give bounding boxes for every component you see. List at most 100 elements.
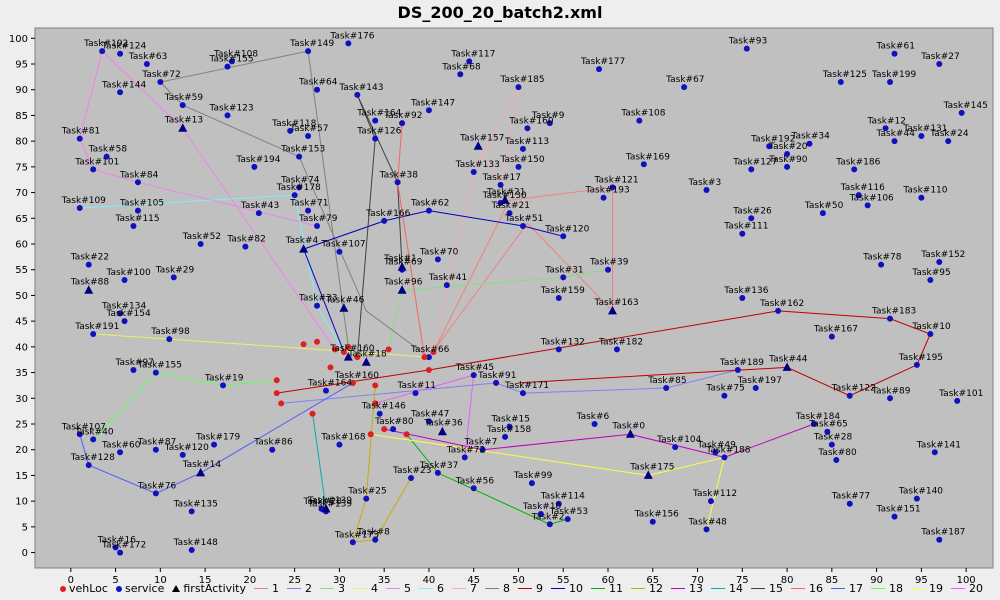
y-tick-label: 25 [15,420,28,431]
service-label: Task#143 [338,83,383,93]
x-tick-label: 55 [557,575,570,586]
x-tick-label: 5 [112,575,118,586]
vehicle-location-point [367,431,374,438]
service-label: Task#149 [289,39,334,49]
service-point [425,354,432,361]
service-label: Task#183 [871,307,916,317]
service-point [560,233,567,240]
first-activity-marker [361,357,371,366]
service-label: Task#191 [74,322,119,332]
service-point [90,166,97,173]
service-point [846,392,853,399]
service-label: Task#110 [902,186,947,196]
service-label: Task#155 [208,55,253,65]
service-point [269,446,276,453]
first-activity-label: Task#139 [307,496,352,506]
service-label: Task#33 [298,294,337,304]
legend-label: 7 [470,582,478,595]
service-point [90,331,97,337]
service-label: Task#156 [634,510,679,520]
legend-label: firstActivity [183,582,247,595]
legend-line-swatch [386,588,401,589]
service-label: Task#186 [835,157,880,167]
service-label: Task#108 [620,109,665,119]
service-label: Task#80 [374,417,414,427]
service-label: Task#28 [813,433,853,443]
service-label: Task#7 [464,438,498,448]
service-label: Task#66 [410,345,450,355]
first-activity-marker [625,429,635,438]
x-tick-label: 45 [467,575,480,586]
service-label: Task#44 [876,129,916,139]
service-label: Task#71 [289,199,328,209]
service-point [954,397,961,404]
service-point [913,495,920,502]
service-point [170,274,177,281]
legend-line-swatch [320,588,335,589]
service-label: Task#79 [298,214,338,224]
legend-label: 20 [969,582,984,595]
legend: vehLoc service firstActivity 1 2 3 4 5 6 7 8 9 10 11 1… [60,582,991,595]
route-10-line [302,210,564,353]
service-point [130,367,137,373]
service-point [434,469,441,476]
service-label: Task#60 [101,440,141,450]
service-point [314,223,321,229]
service-point [251,163,258,170]
service-point [748,215,755,222]
service-label: Task#69 [383,258,423,268]
service-label: Task#45 [455,363,494,373]
legend-item-route-14: 14 [711,582,743,595]
legend-symbol [172,585,181,592]
first-activity-marker [339,303,349,312]
legend-item-service: service [115,582,164,595]
service-label: Task#97 [114,358,153,368]
service-label: Task#164 [356,109,401,119]
service-point [314,86,321,93]
x-tick-label: 80 [781,575,794,586]
service-point [314,302,321,309]
service-point [434,256,441,263]
first-activity-marker [321,503,331,513]
service-label: Task#70 [419,247,459,257]
service-label: Task#98 [150,327,190,337]
service-point [596,66,603,73]
route-3-line [388,269,609,350]
legend-item-route-2: 2 [287,582,312,595]
x-tick-label: 40 [423,575,436,586]
service-label: Task#17 [482,173,521,183]
service-label: Task#136 [723,286,768,296]
legend-label: 4 [371,582,379,595]
service-point [887,79,894,85]
service-label: Task#120 [164,443,209,453]
first-activity-label: Task#175 [629,462,674,472]
service-label: Task#176 [329,31,374,41]
first-activity-marker [397,285,407,294]
service-label: Task#37 [419,461,458,471]
service-point [188,547,195,553]
service-point [112,544,119,551]
vehicle-location-point [327,364,334,371]
service-label: Task#2 [531,512,565,522]
service-point [721,392,728,399]
service-point [76,431,83,438]
legend-line-swatch [631,588,646,589]
service-point [103,153,110,160]
service-point [519,223,526,229]
service-label: Task#25 [347,487,386,497]
service-point [390,426,397,433]
service-point [681,84,688,91]
service-label: Task#10 [522,502,562,512]
vehicle-location-point [314,338,321,345]
legend-item-route-5: 5 [386,582,411,595]
service-label: Task#90 [768,155,808,165]
data-points [76,40,965,556]
service-point [228,58,235,65]
vehicle-location-point [372,400,379,407]
service-point [121,277,128,283]
service-point [546,521,553,528]
service-point [555,295,562,301]
service-point [833,457,840,463]
legend-line-swatch [831,588,846,589]
